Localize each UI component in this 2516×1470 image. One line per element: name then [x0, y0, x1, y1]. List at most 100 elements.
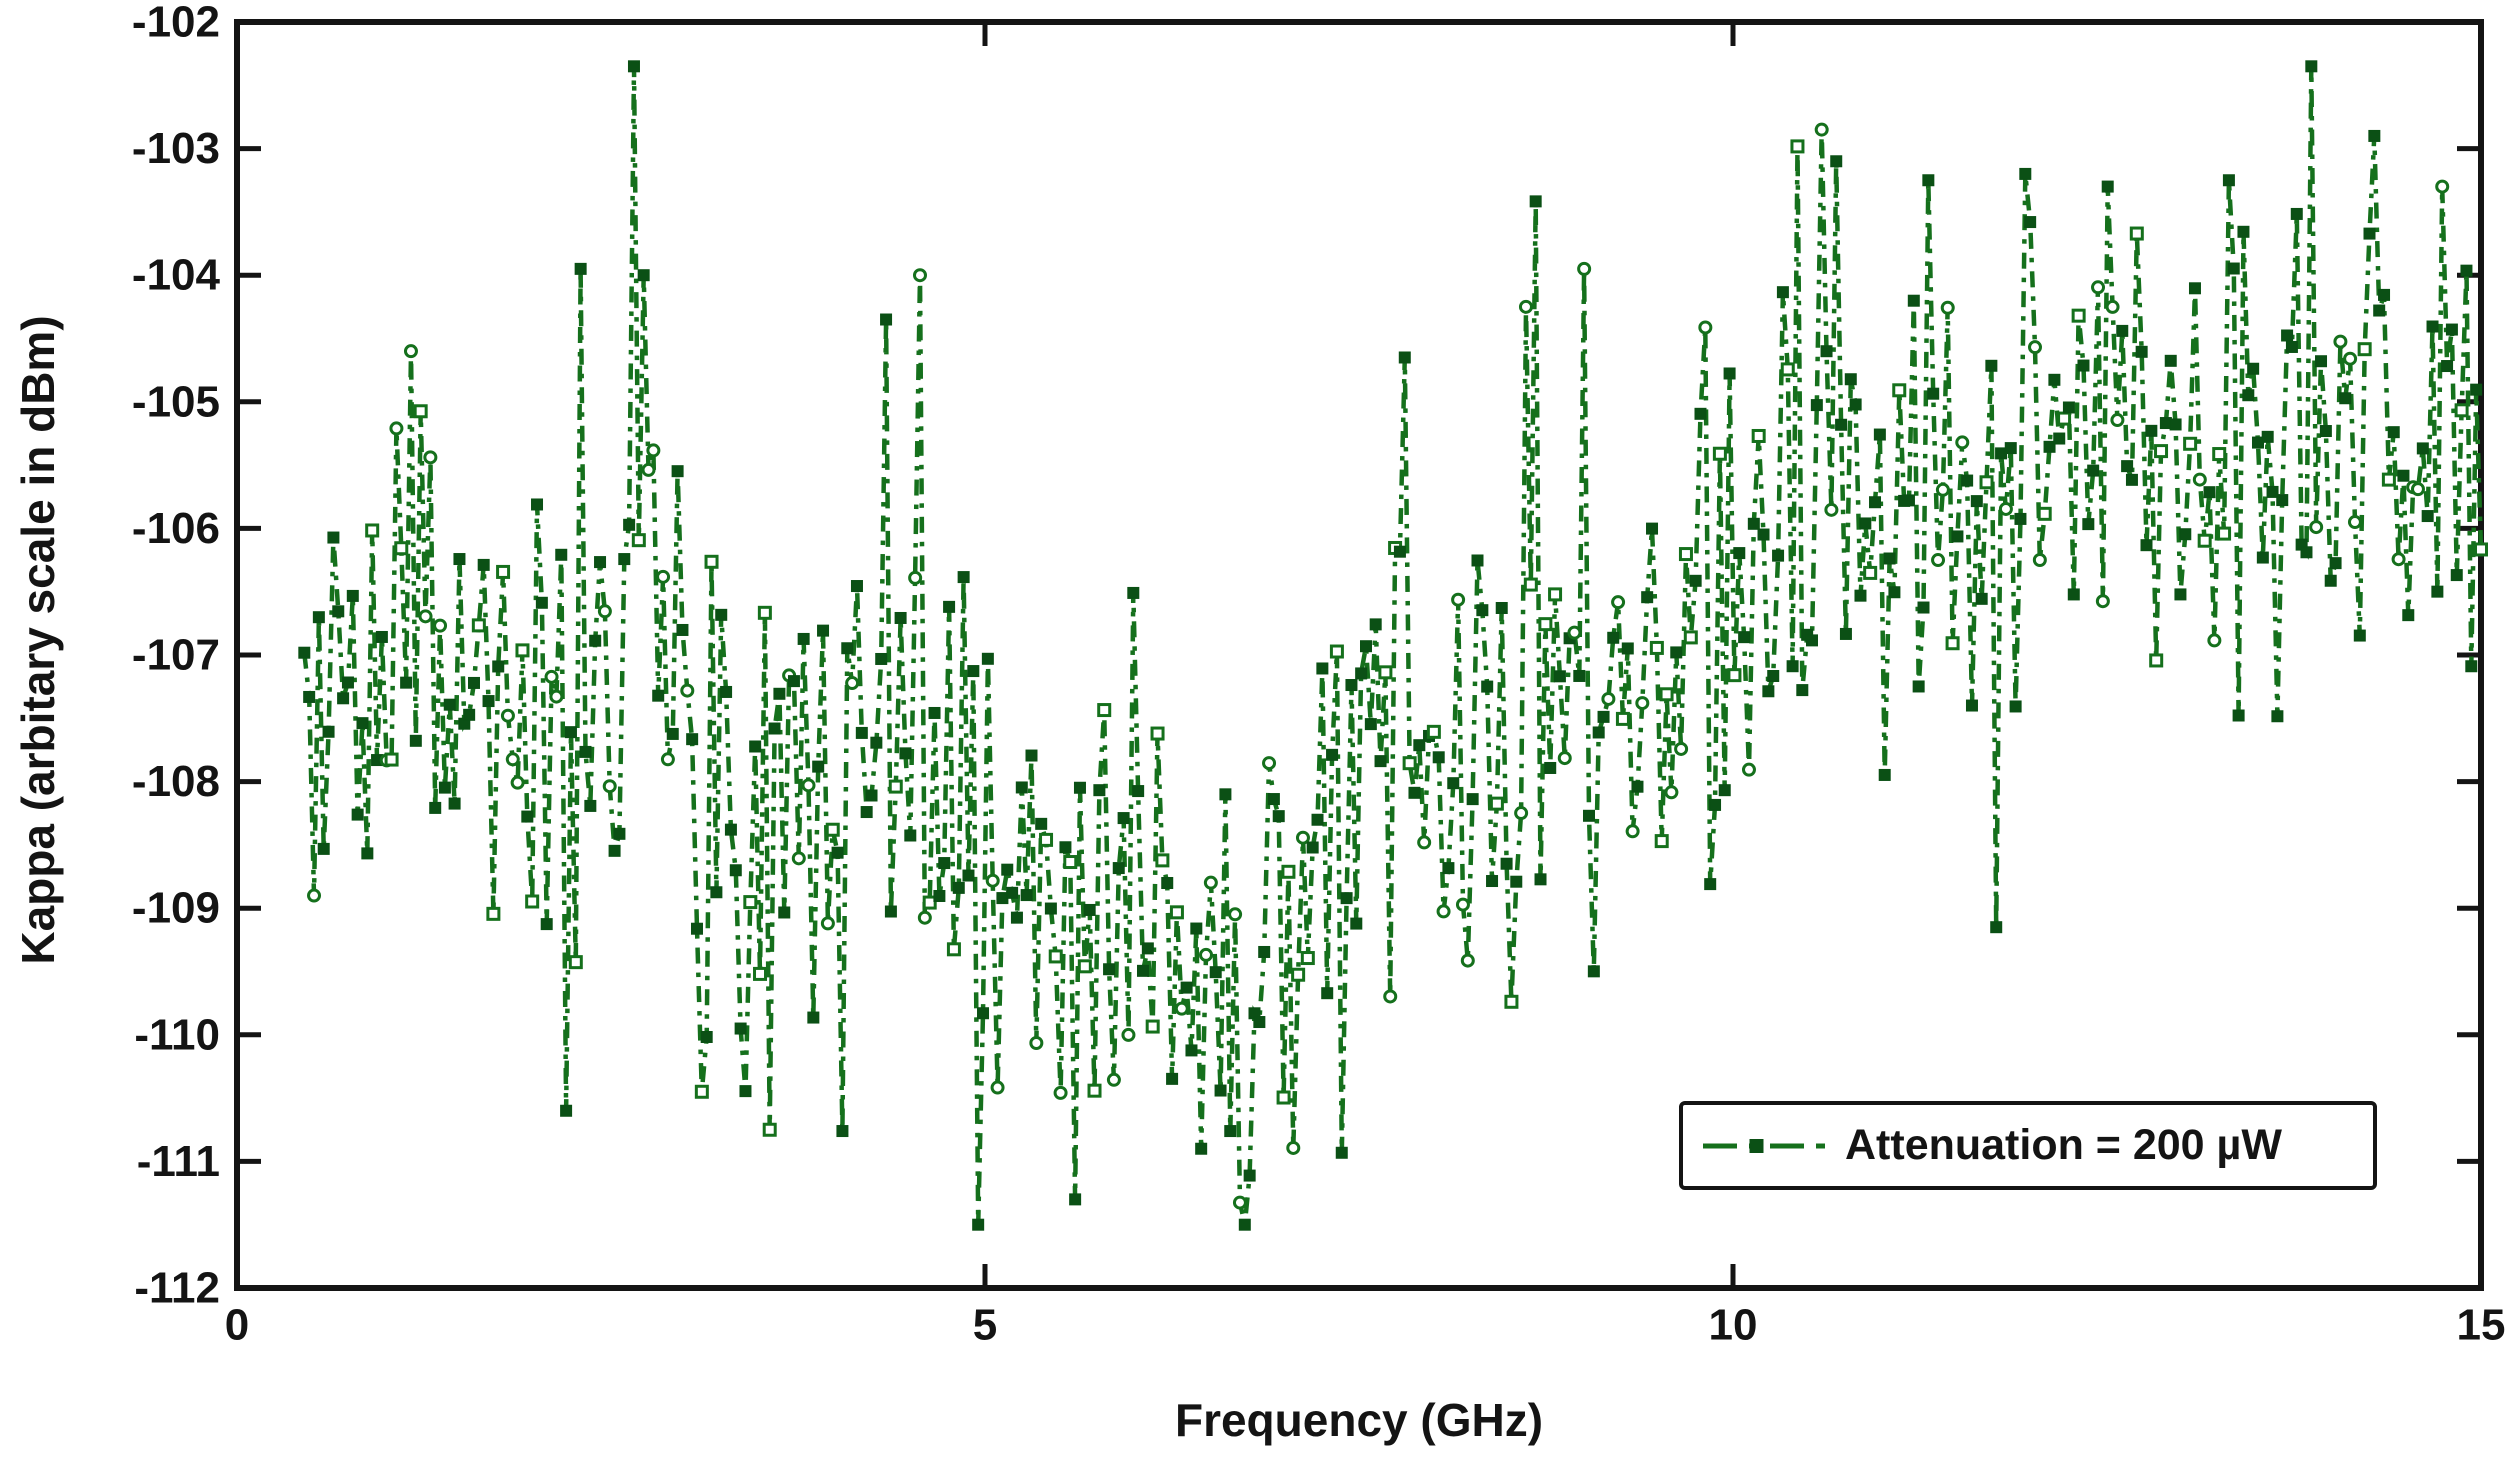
marker-open-circle — [845, 676, 860, 691]
marker-open-circle — [2095, 594, 2110, 609]
marker-open-square — [946, 942, 961, 957]
marker-filled-square — [477, 558, 490, 571]
marker-open-circle — [2343, 351, 2358, 366]
marker-filled-square — [2470, 383, 2483, 396]
x-tick-label: 15 — [2457, 1301, 2506, 1350]
marker-filled-square — [1185, 1044, 1198, 1057]
marker-filled-square — [584, 799, 597, 812]
marker-open-circle — [990, 1080, 1005, 1095]
marker-open-circle — [1121, 1027, 1136, 1042]
marker-open-square — [631, 533, 646, 548]
marker-open-circle — [389, 421, 404, 436]
marker-filled-square — [710, 886, 723, 899]
marker-open-circle — [1940, 300, 1955, 315]
marker-open-circle — [2091, 280, 2106, 295]
marker-open-square — [471, 618, 486, 633]
marker-open-square — [1654, 834, 1669, 849]
marker-filled-square — [2019, 167, 2032, 180]
marker-filled-square — [2227, 262, 2240, 275]
marker-filled-square — [1553, 670, 1566, 683]
marker-filled-square — [2329, 557, 2342, 570]
marker-open-square — [1048, 949, 1063, 964]
marker-open-circle — [2192, 472, 2207, 487]
marker-filled-square — [700, 1030, 713, 1043]
marker-open-circle — [1228, 907, 1243, 922]
marker-filled-square — [2261, 430, 2274, 443]
marker-filled-square — [637, 269, 650, 282]
marker-open-circle — [1286, 1140, 1301, 1155]
marker-filled-square — [807, 1011, 820, 1024]
marker-filled-square — [1132, 785, 1145, 798]
marker-open-square — [2381, 472, 2396, 487]
marker-filled-square — [608, 844, 621, 857]
marker-filled-square — [1447, 777, 1460, 790]
marker-filled-square — [2014, 512, 2027, 525]
marker-filled-square — [1607, 631, 1620, 644]
marker-filled-square — [2276, 494, 2289, 507]
marker-open-circle — [1383, 989, 1398, 1004]
marker-filled-square — [1326, 748, 1339, 761]
marker-open-square — [2071, 308, 2086, 323]
marker-filled-square — [1359, 640, 1372, 653]
marker-filled-square — [2067, 588, 2080, 601]
marker-filled-square — [715, 608, 728, 621]
tick-labels: 0 5 10 15 -102 -103 -104 -105 -106 -107 -108 -109 -1… — [132, 0, 2506, 1350]
marker-open-circle — [1698, 320, 1713, 335]
marker-filled-square — [1166, 1072, 1179, 1085]
marker-open-circle — [1460, 953, 1475, 968]
marker-filled-square — [1398, 351, 1411, 364]
marker-open-circle — [2207, 633, 2222, 648]
marker-filled-square — [1849, 398, 1862, 411]
marker-filled-square — [1723, 367, 1736, 380]
marker-filled-square — [1922, 174, 1935, 187]
data-series-markers — [298, 60, 2488, 1231]
marker-filled-square — [1500, 857, 1513, 870]
plot-border — [234, 19, 2484, 1291]
marker-open-square — [1615, 711, 1630, 726]
x-tick-label: 10 — [1709, 1301, 1758, 1350]
marker-filled-square — [1083, 903, 1096, 916]
marker-open-circle — [917, 910, 932, 925]
marker-filled-square — [1961, 474, 1974, 487]
x-axis-label: Frequency (GHz) — [1174, 1394, 1544, 1446]
marker-filled-square — [1180, 981, 1193, 994]
marker-filled-square — [729, 864, 742, 877]
marker-filled-square — [1355, 667, 1368, 680]
marker-open-circle — [510, 775, 525, 790]
y-tick-label: -109 — [132, 884, 220, 933]
marker-filled-square — [2465, 660, 2478, 673]
marker-filled-square — [724, 823, 737, 836]
marker-open-circle — [1635, 696, 1650, 711]
marker-open-square — [1402, 756, 1417, 771]
marker-open-circle — [1664, 785, 1679, 800]
marker-filled-square — [1820, 345, 1833, 358]
marker-open-circle — [1455, 897, 1470, 912]
marker-open-circle — [1577, 261, 1592, 276]
marker-filled-square — [1035, 817, 1048, 830]
marker-filled-square — [686, 733, 699, 746]
marker-filled-square — [1646, 522, 1659, 535]
marker-filled-square — [1306, 841, 1319, 854]
marker-open-circle — [908, 570, 923, 585]
marker-filled-square — [1709, 798, 1722, 811]
marker-filled-square — [2387, 426, 2400, 439]
marker-filled-square — [303, 690, 316, 703]
marker-filled-square — [1869, 496, 1882, 509]
marker-open-square — [1727, 668, 1742, 683]
marker-open-square — [762, 1122, 777, 1137]
marker-filled-square — [618, 553, 631, 566]
marker-filled-square — [1442, 862, 1455, 875]
marker-filled-square — [2062, 401, 2075, 414]
marker-filled-square — [1253, 1016, 1266, 1029]
marker-filled-square — [627, 60, 640, 73]
marker-filled-square — [2145, 424, 2158, 437]
marker-filled-square — [1738, 631, 1751, 644]
marker-filled-square — [1805, 634, 1818, 647]
marker-filled-square — [2324, 574, 2337, 587]
marker-open-circle — [1998, 501, 2013, 516]
marker-filled-square — [2266, 485, 2279, 498]
marker-filled-square — [962, 869, 975, 882]
marker-open-square — [2037, 506, 2052, 521]
marker-open-square — [1678, 547, 1693, 562]
marker-filled-square — [1786, 660, 1799, 673]
